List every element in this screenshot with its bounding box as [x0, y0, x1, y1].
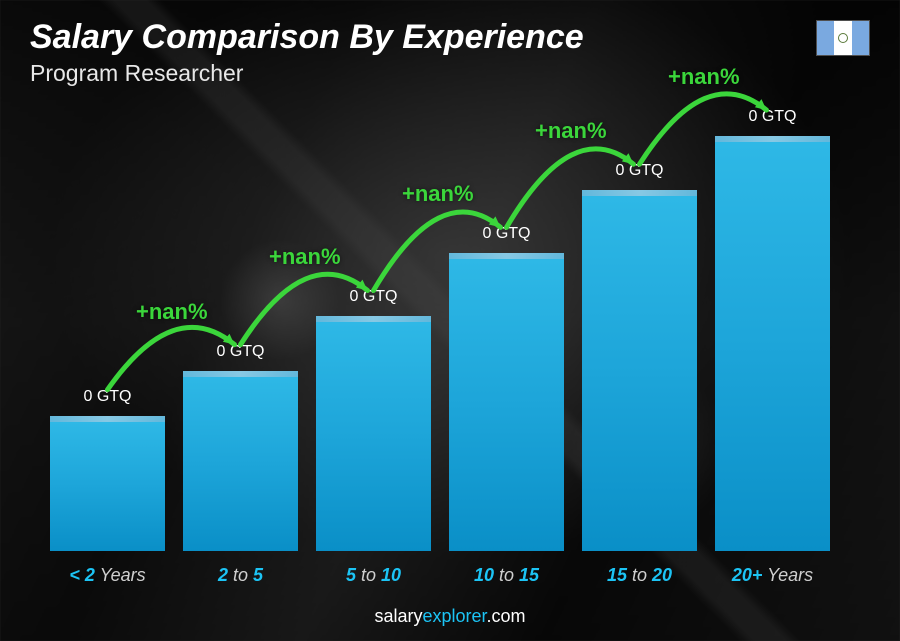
growth-pct-label: +nan%	[136, 299, 208, 325]
bar	[449, 253, 564, 551]
flag-emblem-icon	[838, 33, 848, 43]
x-axis-label: 2 to 5	[183, 565, 298, 586]
growth-pct-label: +nan%	[402, 181, 474, 207]
bar	[715, 136, 830, 551]
bar-slot: 0 GTQ	[316, 100, 431, 551]
bar-value-label: 0 GTQ	[316, 288, 431, 306]
bar-value-label: 0 GTQ	[183, 343, 298, 361]
x-axis-label: 5 to 10	[316, 565, 431, 586]
x-axis: < 2 Years 2 to 5 5 to 10 10 to 15 15 to 20 20…	[40, 565, 840, 586]
bar-slot: 0 GTQ	[582, 100, 697, 551]
bar-slot: 0 GTQ	[449, 100, 564, 551]
x-axis-label: 10 to 15	[449, 565, 564, 586]
bar	[183, 371, 298, 551]
bar-value-label: 0 GTQ	[715, 108, 830, 126]
x-axis-label: 20+ Years	[715, 565, 830, 586]
flag-stripe-center	[834, 21, 851, 55]
country-flag-icon	[816, 20, 870, 56]
bars-group: 0 GTQ 0 GTQ 0 GTQ 0 GTQ 0 GTQ 0 GTQ	[40, 100, 840, 551]
bar	[50, 416, 165, 551]
bar-slot: 0 GTQ	[715, 100, 830, 551]
flag-stripe-left	[817, 21, 834, 55]
x-axis-label: 15 to 20	[582, 565, 697, 586]
flag-stripe-right	[852, 21, 869, 55]
bar-value-label: 0 GTQ	[582, 162, 697, 180]
chart-container: Salary Comparison By Experience Program …	[0, 0, 900, 641]
chart-subtitle: Program Researcher	[30, 60, 243, 87]
footer-text-accent: explorer	[422, 606, 486, 626]
bar-value-label: 0 GTQ	[50, 388, 165, 406]
bar-value-label: 0 GTQ	[449, 225, 564, 243]
bar-slot: 0 GTQ	[50, 100, 165, 551]
bar-slot: 0 GTQ	[183, 100, 298, 551]
footer-attribution: salaryexplorer.com	[0, 606, 900, 627]
bar	[582, 190, 697, 551]
x-axis-label: < 2 Years	[50, 565, 165, 586]
footer-text-suffix: .com	[487, 606, 526, 626]
chart-area: 0 GTQ 0 GTQ 0 GTQ 0 GTQ 0 GTQ 0 GTQ +nan% +nan…	[40, 100, 840, 551]
growth-pct-label: +nan%	[269, 244, 341, 270]
growth-pct-label: +nan%	[535, 118, 607, 144]
growth-pct-label: +nan%	[668, 64, 740, 90]
bar	[316, 316, 431, 551]
chart-title: Salary Comparison By Experience	[30, 18, 584, 57]
footer-text-prefix: salary	[374, 606, 422, 626]
